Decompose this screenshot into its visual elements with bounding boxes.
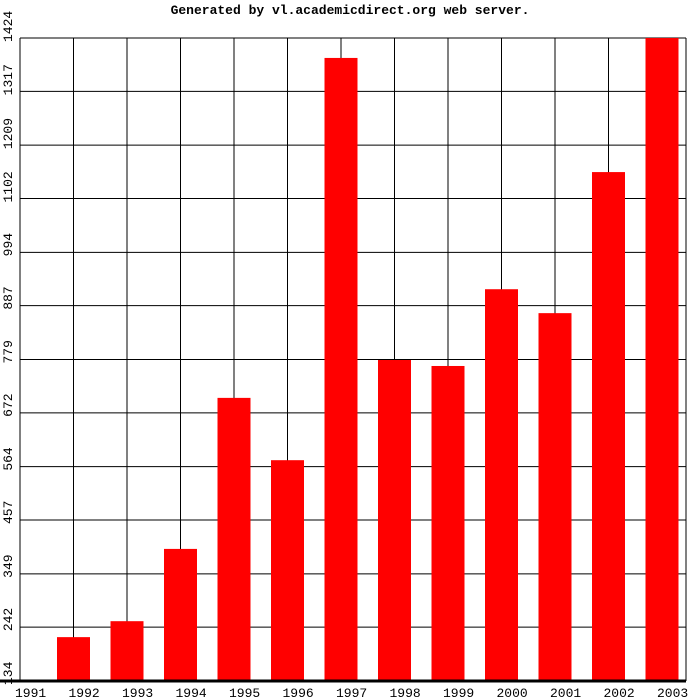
y-tick-label: 457 [1,501,16,524]
x-tick-label: 1999 [443,686,474,700]
y-tick-label: 1102 [1,171,16,202]
x-tick-label: 1997 [336,686,367,700]
bar [538,313,572,681]
x-tick-label: 2001 [550,686,581,700]
y-tick-label: 1317 [1,64,16,95]
y-tick-label: 887 [1,286,16,309]
y-tick-label: 1209 [1,118,16,149]
bar [645,38,679,681]
y-tick-label: 564 [1,447,16,471]
x-tick-label: 2003 [657,686,688,700]
chart-title: Generated by vl.academicdirect.org web s… [171,3,530,18]
bar [110,621,144,681]
x-tick-label: 2000 [497,686,528,700]
x-tick-label: 1998 [390,686,421,700]
bar [378,359,411,681]
y-tick-label: 994 [1,233,16,257]
x-tick-label: 1996 [283,686,314,700]
y-tick-label: 349 [1,554,16,577]
x-tick-label: 1993 [122,686,153,700]
x-tick-label: 1995 [229,686,260,700]
bar [217,397,251,681]
bar [485,289,518,681]
bar [57,637,90,681]
bar [592,172,625,681]
bar [324,57,358,681]
y-tick-label: 779 [1,340,16,363]
x-tick-label: 1994 [176,686,207,700]
bar [431,365,465,681]
bar [271,460,304,681]
x-tick-label: 1992 [69,686,100,700]
x-tick-label: 2002 [604,686,635,700]
y-tick-label: 242 [1,608,16,631]
y-tick-label: 1424 [1,11,16,42]
y-tick-label: 672 [1,393,16,416]
x-tick-label: 1991 [15,686,46,700]
y-tick-label: 134 [1,661,16,685]
bar [164,548,197,681]
